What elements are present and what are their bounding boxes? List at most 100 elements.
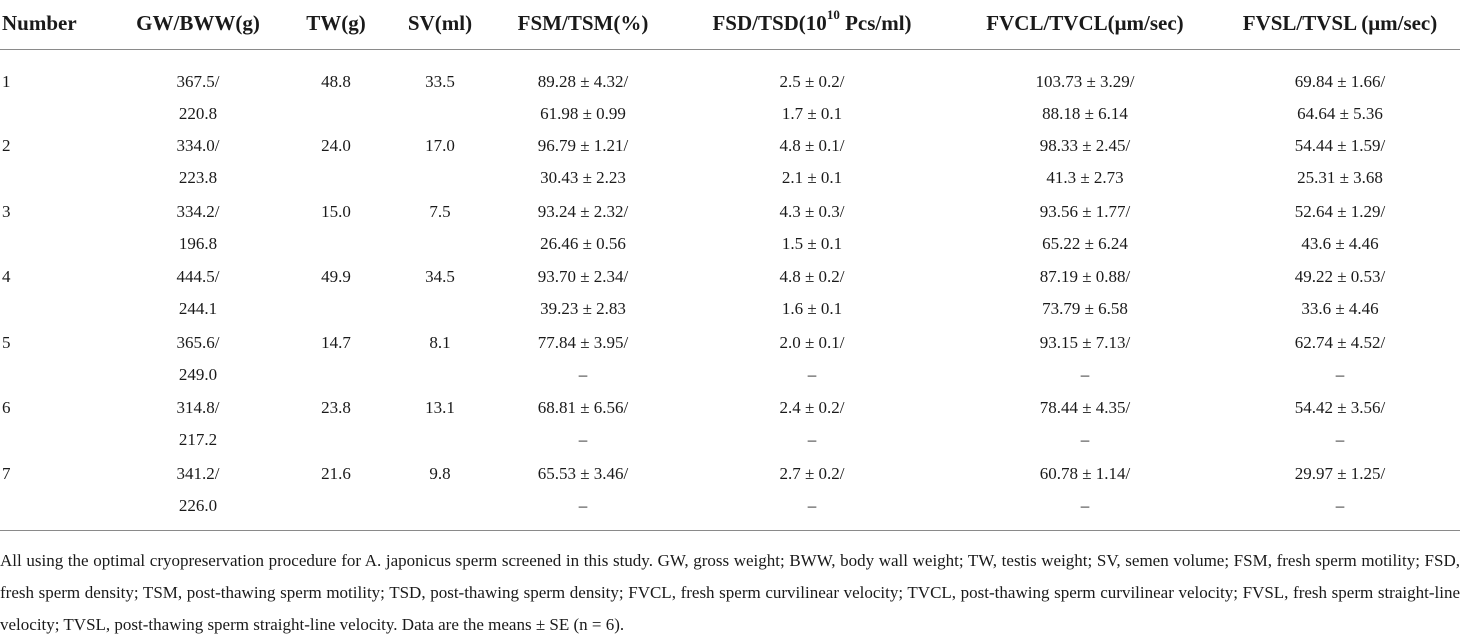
cell-gw-bww: 341.2/226.0 xyxy=(112,458,284,524)
cell-fvcl-tvcl-line1: 98.33 ± 2.45/ xyxy=(1039,136,1131,155)
cell-fvsl-tvsl-line2: 25.31 ± 3.68 xyxy=(1297,168,1383,187)
cell-fvsl-tvsl-line2: 64.64 ± 5.36 xyxy=(1297,104,1383,123)
table-row: 4 444.5/244.1 49.9 34.5 93.70 ± 2.34/39.23 ±… xyxy=(0,261,1460,327)
cell-number: 4 xyxy=(2,267,11,287)
cell-gw-bww-line2: 226.0 xyxy=(178,495,218,515)
cell-fsm-tsm-line2: 26.46 ± 0.56 xyxy=(540,233,626,253)
cell-fsd-tsd-line2: 1.5 ± 0.1 xyxy=(781,233,843,253)
cell-fsm-tsm-line1: 93.24 ± 2.32/ xyxy=(537,201,629,221)
cell-fsd-tsd: 4.8 ± 0.2/1.6 ± 0.1 xyxy=(674,261,950,327)
header-fsm-tsm: FSM/TSM(%) xyxy=(517,11,649,35)
cell-fvsl-tvsl-line2: 43.6 ± 4.46 xyxy=(1301,233,1379,253)
cell-fvsl-tvsl-line1: 29.97 ± 1.25/ xyxy=(1294,463,1386,483)
cell-fsd-tsd-line2: – xyxy=(807,495,817,515)
cell-gw-bww-line1: 367.5/ xyxy=(176,72,220,91)
cell-gw-bww-line1: 334.2/ xyxy=(176,201,220,221)
cell-fvcl-tvcl-line2: – xyxy=(1080,430,1090,450)
cell-fsd-tsd-line2: – xyxy=(807,430,817,450)
cell-fsd-tsd-line1: 2.0 ± 0.1/ xyxy=(779,332,845,352)
cell-gw-bww-line2: 249.0 xyxy=(178,364,218,384)
cell-gw-bww: 367.5/220.8 xyxy=(112,50,284,131)
cell-sv-line1: 17.0 xyxy=(425,136,455,155)
cell-fsd-tsd-line2: – xyxy=(807,364,817,384)
cell-fvsl-tvsl-line1: 54.42 ± 3.56/ xyxy=(1294,398,1386,418)
cell-fsd-tsd: 2.5 ± 0.2/1.7 ± 0.1 xyxy=(674,50,950,131)
cell-fsm-tsm: 93.70 ± 2.34/39.23 ± 2.83 xyxy=(492,261,674,327)
cell-sv-line1: 33.5 xyxy=(425,72,455,91)
cell-fvcl-tvcl: 87.19 ± 0.88/73.79 ± 6.58 xyxy=(950,261,1220,327)
cell-fsm-tsm-line2: – xyxy=(578,364,588,384)
cell-fvsl-tvsl-line1: 52.64 ± 1.29/ xyxy=(1294,201,1386,221)
cell-fsm-tsm-line1: 77.84 ± 3.95/ xyxy=(537,332,629,352)
cell-fsd-tsd: 2.7 ± 0.2/ – xyxy=(674,458,950,524)
cell-gw-bww-line1: 365.6/ xyxy=(176,332,220,352)
cell-sv: 13.1 xyxy=(388,392,492,458)
cell-fvsl-tvsl-line2: – xyxy=(1335,495,1345,515)
cell-number: 2 xyxy=(2,136,11,155)
table-row: 5 365.6/249.0 14.7 8.1 77.84 ± 3.95/–2.0 ± 0… xyxy=(0,327,1460,393)
cell-gw-bww-line1: 334.0/ xyxy=(176,136,220,155)
cell-fsd-tsd: 2.0 ± 0.1/ – xyxy=(674,327,950,393)
cell-fvcl-tvcl-line1: 78.44 ± 4.35/ xyxy=(1039,398,1131,418)
table-bottom-rule xyxy=(0,530,1460,531)
cell-fsd-tsd: 2.4 ± 0.2/ – xyxy=(674,392,950,458)
data-table: Number GW/BWW(g) TW(g) SV(ml) FSM/TSM(%)… xyxy=(0,0,1460,524)
cell-fsm-tsm-line2: 61.98 ± 0.99 xyxy=(540,104,626,123)
cell-fsd-tsd-line1: 2.7 ± 0.2/ xyxy=(779,463,845,483)
cell-tw-line1: 24.0 xyxy=(321,136,351,155)
cell-fvcl-tvcl: 60.78 ± 1.14/ – xyxy=(950,458,1220,524)
cell-gw-bww-line1: 314.8/ xyxy=(176,398,220,418)
cell-sv-line1: 13.1 xyxy=(425,398,455,418)
cell-fsm-tsm-line2: – xyxy=(578,430,588,450)
cell-sv-line1: 9.8 xyxy=(429,463,451,483)
cell-fvcl-tvcl: 93.56 ± 1.77/65.22 ± 6.24 xyxy=(950,196,1220,262)
cell-number: 6 xyxy=(2,398,11,418)
cell-fsm-tsm: 96.79 ± 1.21/30.43 ± 2.23 xyxy=(492,130,674,196)
cell-fvsl-tvsl-line1: 54.44 ± 1.59/ xyxy=(1294,136,1386,155)
cell-fsd-tsd-line1: 2.4 ± 0.2/ xyxy=(779,398,845,418)
table-body: 1 367.5/220.8 48.8 33.5 89.28 ± 4.32/61.98 ±… xyxy=(0,50,1460,524)
cell-tw-line1: 49.9 xyxy=(321,267,351,287)
cell-tw-line1: 14.7 xyxy=(321,332,351,352)
cell-sv: 33.5 xyxy=(388,50,492,131)
header-fsd-tsd-unit: Pcs/ml) xyxy=(839,11,912,35)
cell-fvsl-tvsl: 69.84 ± 1.66/64.64 ± 5.36 xyxy=(1220,50,1460,131)
cell-fvsl-tvsl-line1: 62.74 ± 4.52/ xyxy=(1294,332,1386,352)
table-row: 6 314.8/217.2 23.8 13.1 68.81 ± 6.56/–2.4 ± … xyxy=(0,392,1460,458)
cell-fsm-tsm-line1: 68.81 ± 6.56/ xyxy=(537,398,629,418)
cell-number: 3 xyxy=(2,201,11,221)
cell-fvcl-tvcl-line2: – xyxy=(1080,364,1090,384)
cell-tw-line1: 23.8 xyxy=(321,398,351,418)
cell-fsd-tsd: 4.8 ± 0.1/2.1 ± 0.1 xyxy=(674,130,950,196)
cell-gw-bww: 365.6/249.0 xyxy=(112,327,284,393)
header-row: Number GW/BWW(g) TW(g) SV(ml) FSM/TSM(%)… xyxy=(0,0,1460,50)
cell-fvcl-tvcl-line1: 93.15 ± 7.13/ xyxy=(1039,332,1131,352)
cell-fvcl-tvcl-line2: 73.79 ± 6.58 xyxy=(1042,299,1128,319)
cell-fsd-tsd-line1: 4.8 ± 0.1/ xyxy=(779,136,845,155)
cell-fvcl-tvcl-line1: 60.78 ± 1.14/ xyxy=(1039,463,1131,483)
cell-fsd-tsd-line2: 1.7 ± 0.1 xyxy=(781,104,843,123)
cell-fvcl-tvcl-line1: 87.19 ± 0.88/ xyxy=(1039,267,1131,287)
cell-fsm-tsm-line1: 96.79 ± 1.21/ xyxy=(537,136,629,155)
cell-fsm-tsm: 77.84 ± 3.95/ – xyxy=(492,327,674,393)
cell-sv: 7.5 xyxy=(388,196,492,262)
header-fsd-tsd-text: FSD/TSD(10 xyxy=(712,11,827,35)
cell-gw-bww: 444.5/244.1 xyxy=(112,261,284,327)
cell-fvcl-tvcl-line2: – xyxy=(1080,495,1090,515)
cell-fvsl-tvsl-line2: 33.6 ± 4.46 xyxy=(1301,299,1379,319)
cell-fvsl-tvsl: 54.42 ± 3.56/ – xyxy=(1220,392,1460,458)
table-row: 7 341.2/226.0 21.6 9.8 65.53 ± 3.46/–2.7 ± 0… xyxy=(0,458,1460,524)
cell-fvsl-tvsl-line1: 49.22 ± 0.53/ xyxy=(1294,267,1386,287)
cell-fvcl-tvcl-line2: 65.22 ± 6.24 xyxy=(1042,233,1128,253)
cell-number: 1 xyxy=(2,72,11,91)
cell-fvsl-tvsl: 62.74 ± 4.52/ – xyxy=(1220,327,1460,393)
cell-tw: 49.9 xyxy=(284,261,388,327)
cell-sv: 9.8 xyxy=(388,458,492,524)
cell-gw-bww-line1: 341.2/ xyxy=(176,463,220,483)
cell-fvcl-tvcl: 78.44 ± 4.35/ – xyxy=(950,392,1220,458)
cell-fvsl-tvsl: 52.64 ± 1.29/43.6 ± 4.46 xyxy=(1220,196,1460,262)
cell-fvsl-tvsl-line2: – xyxy=(1335,430,1345,450)
cell-fsm-tsm-line1: 65.53 ± 3.46/ xyxy=(537,463,629,483)
cell-tw: 23.8 xyxy=(284,392,388,458)
